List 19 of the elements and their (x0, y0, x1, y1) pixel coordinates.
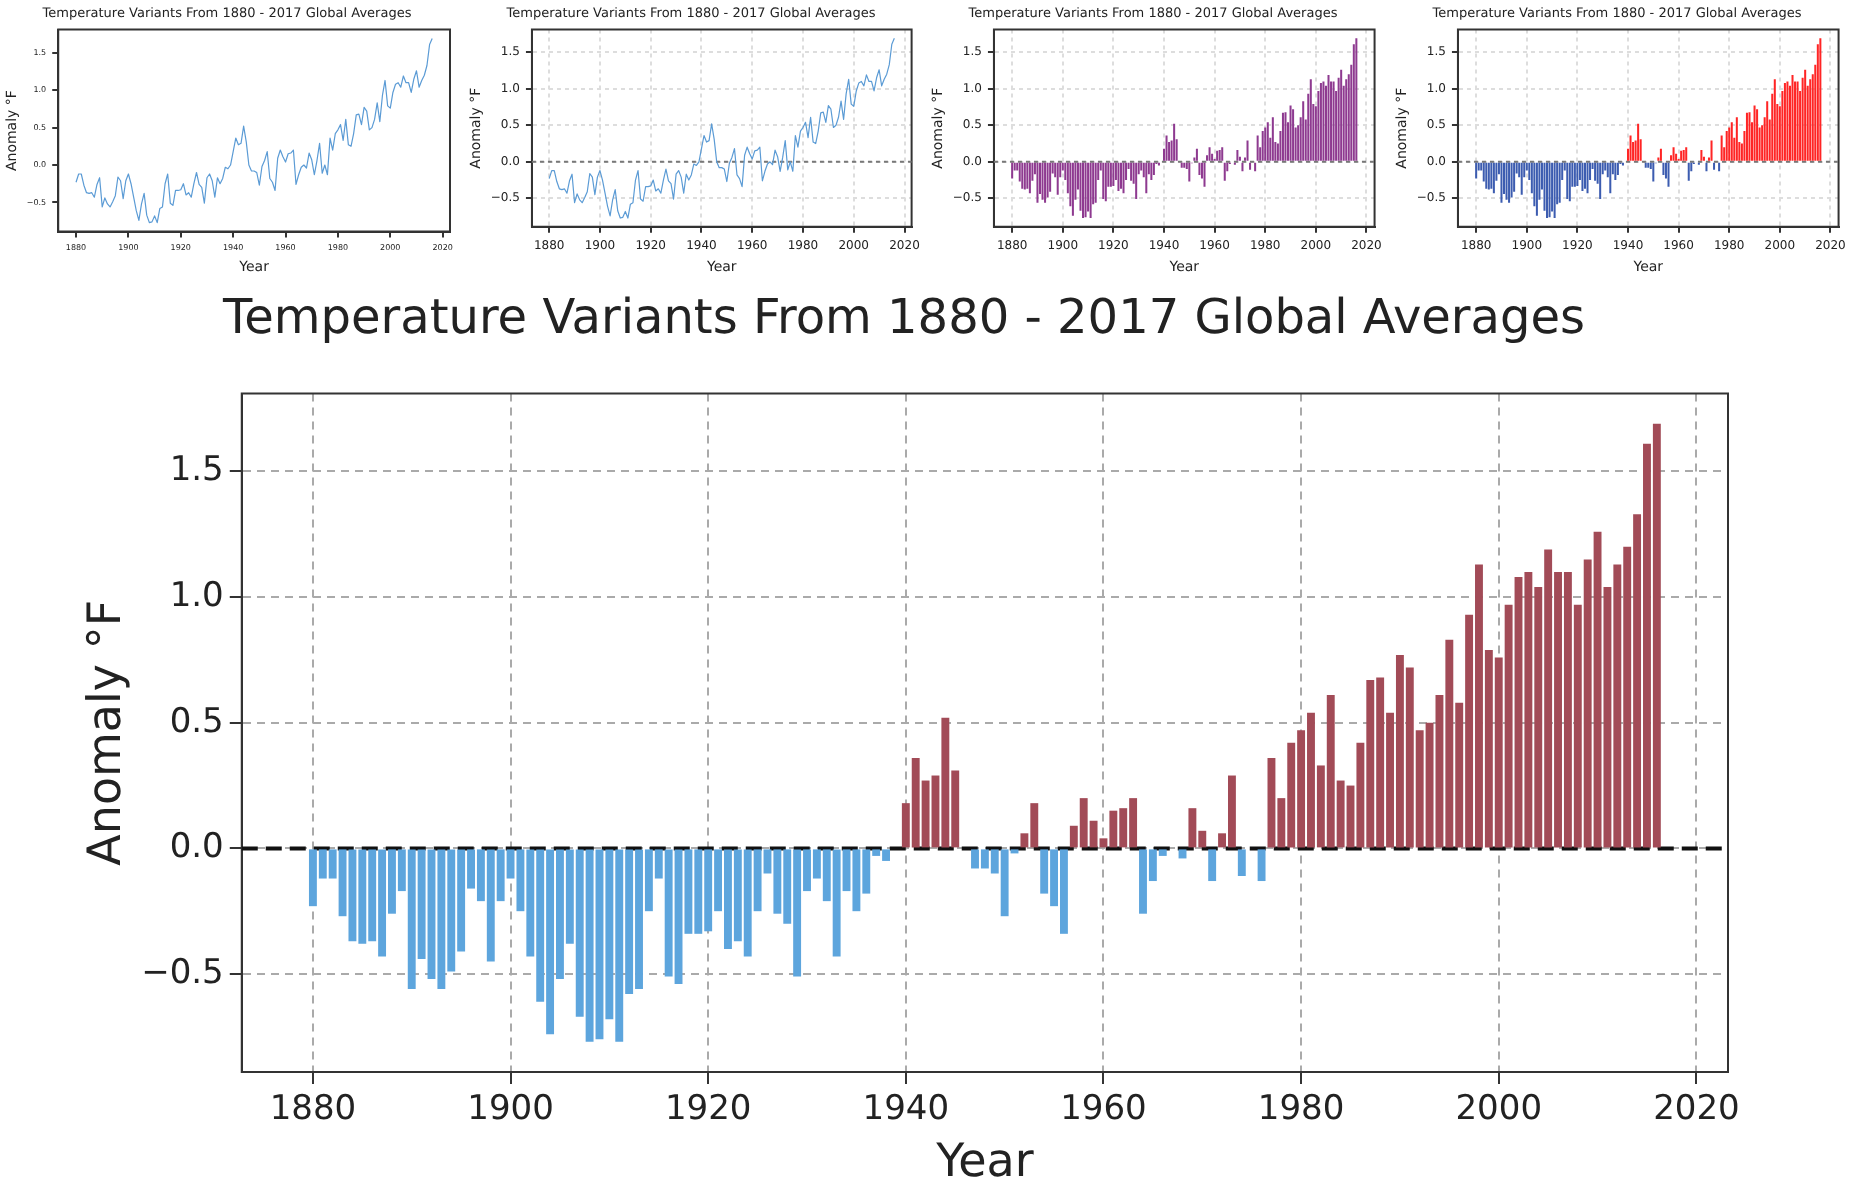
x-tick-label: 1920 (664, 1089, 752, 1130)
x-tick-label: 1900 (467, 1089, 554, 1130)
x-tick-label: 1960 (1060, 1089, 1147, 1130)
y-axis-title: Anomaly °F (79, 599, 132, 866)
y-tick-label: 1.0 (169, 575, 224, 616)
x-tick-label: 2020 (1653, 1089, 1740, 1130)
y-tick-label: 0.5 (169, 701, 224, 742)
x-tick-label: 1940 (862, 1089, 950, 1130)
bar (1237, 849, 1246, 877)
y-tick-label: 1.5 (169, 450, 224, 491)
bar (1257, 849, 1266, 882)
x-tick-label: 1880 (269, 1089, 357, 1130)
bar (1208, 849, 1217, 882)
x-tick-label: 1980 (1257, 1089, 1345, 1130)
y-tick-label: −0.5 (141, 952, 224, 993)
x-tick-label: 2000 (1455, 1089, 1543, 1130)
y-tick-label: 0.0 (169, 827, 224, 868)
chart-title: Temperature Variants From 1880 - 2017 Global Averages (221, 289, 1585, 346)
x-axis-title: Year (934, 1136, 1035, 1189)
